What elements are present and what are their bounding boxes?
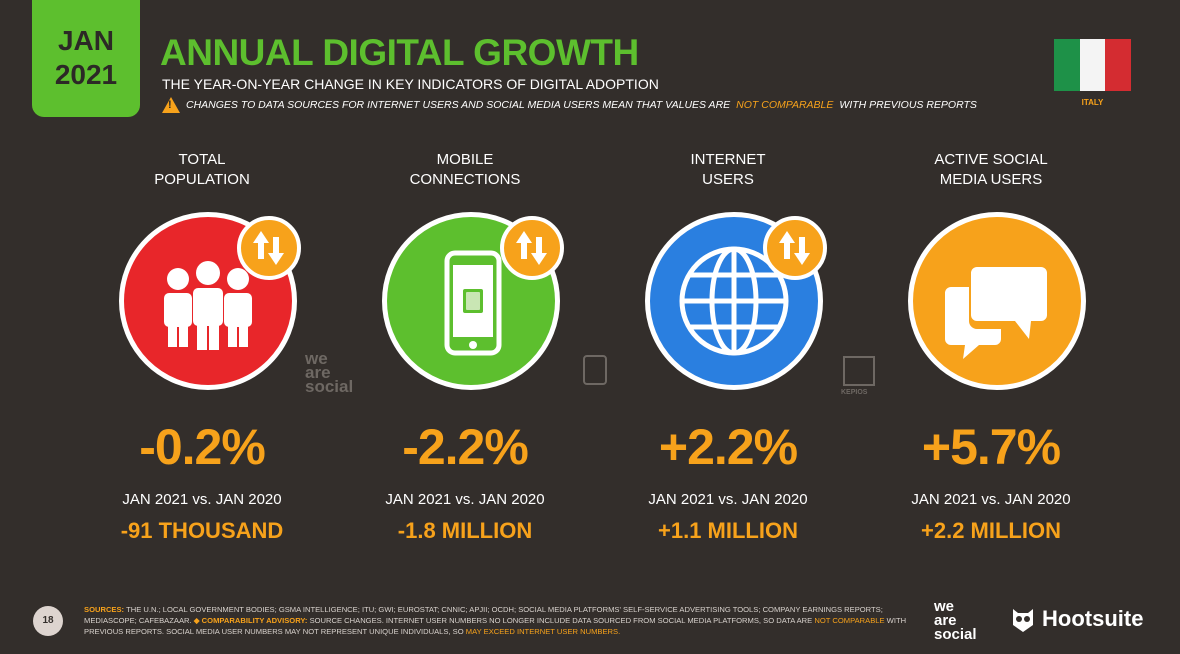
mobile-phone-icon (382, 212, 560, 390)
absolute-change: -91 THOUSAND (120, 518, 284, 543)
country-label: ITALY (1081, 98, 1104, 107)
we-are-social-logo: we are social (934, 598, 977, 643)
footer-sources: SOURCES: THE U.N.; LOCAL GOVERNMENT BODI… (84, 605, 907, 636)
warning-text-highlight: NOT COMPARABLE (736, 99, 834, 111)
change-arrows-icon (500, 216, 564, 280)
page-title: ANNUAL DIGITAL GROWTH (160, 32, 639, 73)
we-are-social-watermark: we are social (305, 349, 354, 396)
page-number: 18 (33, 606, 63, 636)
metric-internet-users: INTERNET USERS +2.2% JAN 2021 vs. JAN 202… (608, 150, 848, 543)
metric-label: INTERNET USERS (690, 151, 766, 188)
comparability-warning: CHANGES TO DATA SOURCES FOR INTERNET USE… (162, 97, 977, 113)
hootsuite-logo: Hootsuite (1010, 605, 1143, 633)
change-arrows-icon (763, 216, 827, 280)
absolute-change: +2.2 MILLION (921, 518, 1061, 543)
comparison-period: JAN 2021 vs. JAN 2020 (911, 491, 1071, 508)
percent-change: +5.7% (921, 419, 1061, 475)
percent-change: -0.2% (139, 419, 266, 475)
metric-label: TOTAL POPULATION (154, 151, 250, 188)
badge-month: JAN (57, 25, 114, 56)
metric-label: MOBILE CONNECTIONS (409, 151, 521, 188)
page-subtitle: THE YEAR-ON-YEAR CHANGE IN KEY INDICATOR… (162, 76, 659, 92)
badge-year: 2021 (54, 59, 118, 90)
comparison-period: JAN 2021 vs. JAN 2020 (385, 491, 545, 508)
absolute-change: +1.1 MILLION (658, 518, 798, 543)
percent-change: +2.2% (658, 419, 798, 475)
hootsuite-owl-icon (1013, 609, 1033, 632)
change-arrows-icon (237, 216, 301, 280)
warning-text-pre: CHANGES TO DATA SOURCES FOR INTERNET USE… (186, 99, 731, 111)
kepios-watermark-icon (843, 356, 875, 386)
absolute-change: -1.8 MILLION (397, 518, 533, 543)
italy-flag-icon (1054, 39, 1132, 91)
comparison-period: JAN 2021 vs. JAN 2020 (122, 491, 282, 508)
metric-label: ACTIVE SOCIAL MEDIA USERS (934, 151, 1048, 188)
warning-icon (162, 97, 180, 113)
chat-bubbles-icon (908, 212, 1086, 390)
comparison-period: JAN 2021 vs. JAN 2020 (648, 491, 808, 508)
percent-change: -2.2% (402, 419, 529, 475)
metric-mobile-connections: MOBILE CONNECTIONS -2.2% JAN 2021 vs. JAN… (345, 150, 585, 543)
warning-text-post: WITH PREVIOUS REPORTS (839, 99, 977, 111)
hootsuite-owl-watermark-icon (583, 355, 607, 385)
metric-active-social-media-users: ACTIVE SOCIAL MEDIA USERS +5.7% JAN 2021 … (871, 150, 1111, 543)
metric-total-population: TOTAL POPULATION -0.2% JAN 2021 vs. JAN 2… (82, 150, 322, 543)
date-badge: JAN 2021 (32, 0, 140, 117)
hootsuite-wordmark: Hootsuite (1042, 606, 1144, 631)
kepios-watermark-text: KEPIOS (841, 389, 868, 396)
